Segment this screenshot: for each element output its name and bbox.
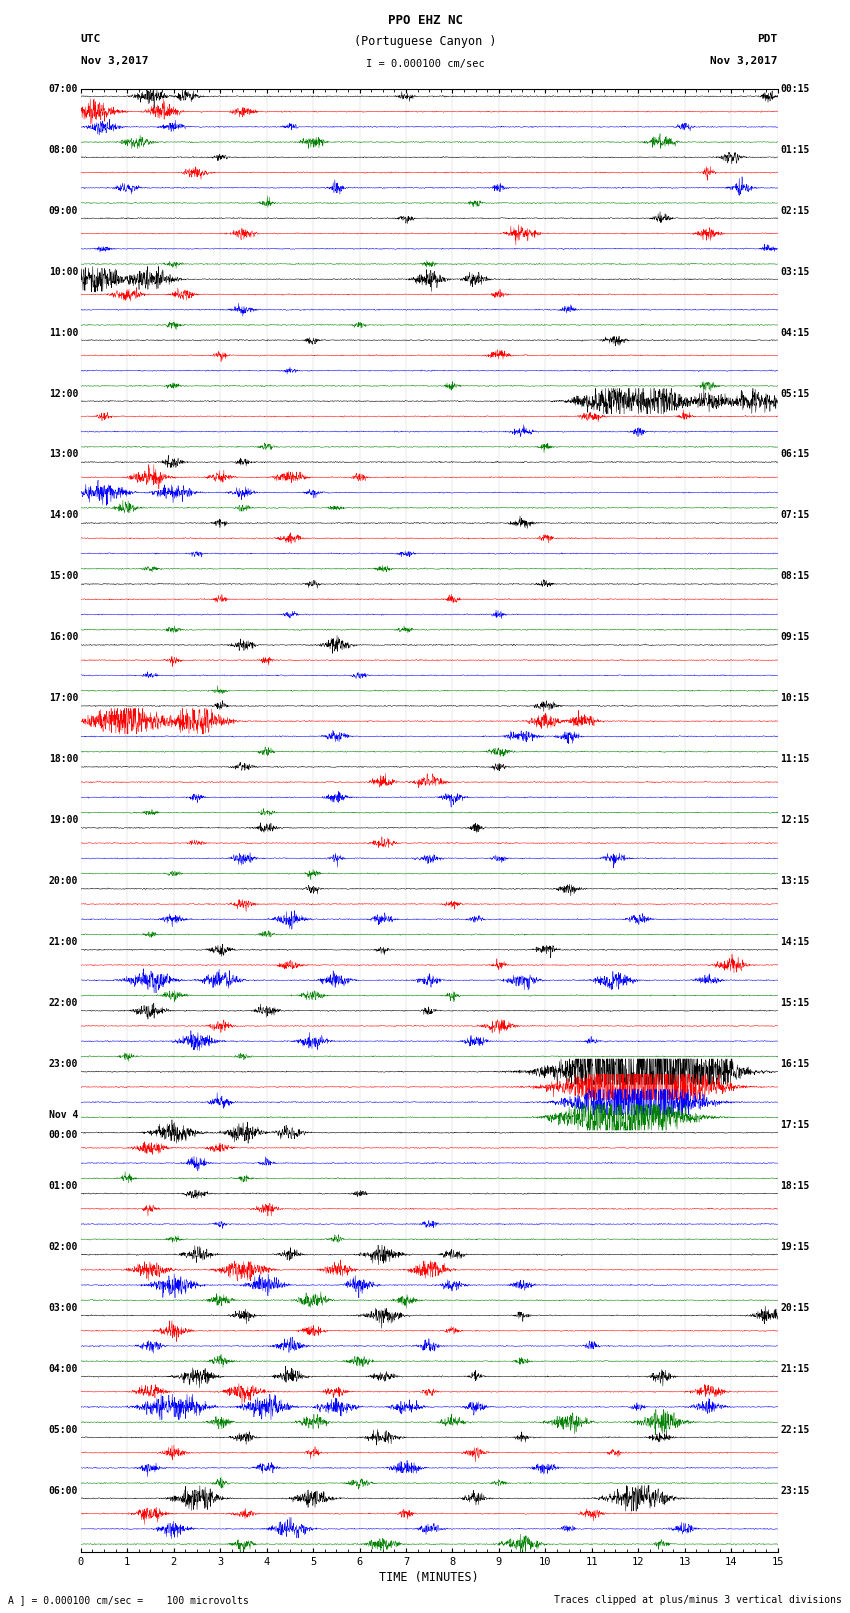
Text: 06:15: 06:15 <box>780 450 810 460</box>
Text: 04:15: 04:15 <box>780 327 810 337</box>
Text: 17:15: 17:15 <box>780 1119 810 1131</box>
Text: 08:15: 08:15 <box>780 571 810 581</box>
Text: 07:15: 07:15 <box>780 510 810 521</box>
Text: 07:00: 07:00 <box>48 84 78 94</box>
Text: 18:15: 18:15 <box>780 1181 810 1190</box>
Text: 17:00: 17:00 <box>48 694 78 703</box>
Text: 18:00: 18:00 <box>48 755 78 765</box>
Text: 23:15: 23:15 <box>780 1486 810 1495</box>
Text: 16:15: 16:15 <box>780 1060 810 1069</box>
Text: 09:15: 09:15 <box>780 632 810 642</box>
Text: 05:00: 05:00 <box>48 1424 78 1436</box>
Text: 13:00: 13:00 <box>48 450 78 460</box>
Text: 10:15: 10:15 <box>780 694 810 703</box>
Text: (Portuguese Canyon ): (Portuguese Canyon ) <box>354 35 496 48</box>
Text: 00:00: 00:00 <box>48 1129 78 1140</box>
Text: 23:00: 23:00 <box>48 1060 78 1069</box>
Text: 12:00: 12:00 <box>48 389 78 398</box>
Text: I = 0.000100 cm/sec: I = 0.000100 cm/sec <box>366 60 484 69</box>
Text: 22:15: 22:15 <box>780 1424 810 1436</box>
Text: 01:15: 01:15 <box>780 145 810 155</box>
Text: 02:00: 02:00 <box>48 1242 78 1252</box>
Text: 20:00: 20:00 <box>48 876 78 886</box>
Text: 22:00: 22:00 <box>48 998 78 1008</box>
Text: 21:15: 21:15 <box>780 1365 810 1374</box>
Text: Nov 4: Nov 4 <box>48 1110 78 1119</box>
Text: Traces clipped at plus/minus 3 vertical divisions: Traces clipped at plus/minus 3 vertical … <box>553 1595 842 1605</box>
Text: 16:00: 16:00 <box>48 632 78 642</box>
Text: 03:15: 03:15 <box>780 266 810 276</box>
Text: 13:15: 13:15 <box>780 876 810 886</box>
X-axis label: TIME (MINUTES): TIME (MINUTES) <box>379 1571 479 1584</box>
Text: 14:00: 14:00 <box>48 510 78 521</box>
Text: Nov 3,2017: Nov 3,2017 <box>81 56 148 66</box>
Text: 15:00: 15:00 <box>48 571 78 581</box>
Text: Nov 3,2017: Nov 3,2017 <box>711 56 778 66</box>
Text: 02:15: 02:15 <box>780 205 810 216</box>
Text: 04:00: 04:00 <box>48 1365 78 1374</box>
Text: 15:15: 15:15 <box>780 998 810 1008</box>
Text: 06:00: 06:00 <box>48 1486 78 1495</box>
Text: 09:00: 09:00 <box>48 205 78 216</box>
Text: 03:00: 03:00 <box>48 1303 78 1313</box>
Text: PPO EHZ NC: PPO EHZ NC <box>388 15 462 27</box>
Text: UTC: UTC <box>81 34 101 44</box>
Text: 00:15: 00:15 <box>780 84 810 94</box>
Text: 11:15: 11:15 <box>780 755 810 765</box>
Text: 01:00: 01:00 <box>48 1181 78 1190</box>
Text: 20:15: 20:15 <box>780 1303 810 1313</box>
Text: 14:15: 14:15 <box>780 937 810 947</box>
Text: 21:00: 21:00 <box>48 937 78 947</box>
Text: 10:00: 10:00 <box>48 266 78 276</box>
Text: A ] = 0.000100 cm/sec =    100 microvolts: A ] = 0.000100 cm/sec = 100 microvolts <box>8 1595 249 1605</box>
Text: 08:00: 08:00 <box>48 145 78 155</box>
Text: 19:00: 19:00 <box>48 815 78 826</box>
Text: 11:00: 11:00 <box>48 327 78 337</box>
Text: 05:15: 05:15 <box>780 389 810 398</box>
Text: 12:15: 12:15 <box>780 815 810 826</box>
Text: 19:15: 19:15 <box>780 1242 810 1252</box>
Text: PDT: PDT <box>757 34 778 44</box>
